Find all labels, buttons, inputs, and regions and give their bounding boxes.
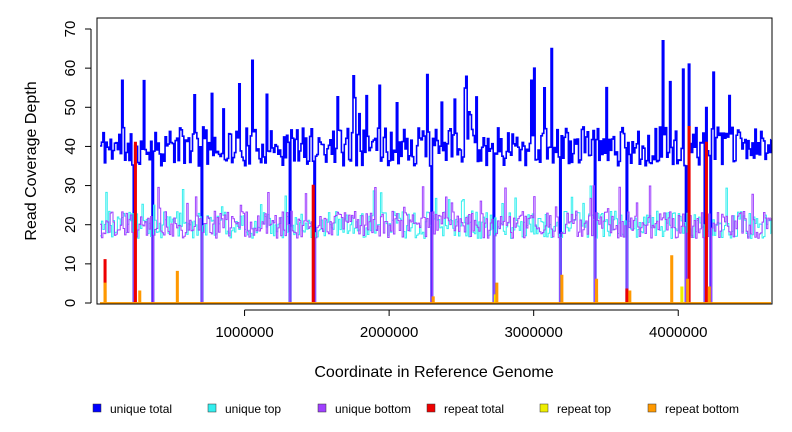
legend-swatch [539, 403, 549, 413]
y-axis-title: Read Coverage Depth [23, 81, 40, 240]
x-tick-label: 3000000 [504, 324, 562, 341]
x-tick-label: 2000000 [360, 324, 418, 341]
series-line-unique-bottom [100, 185, 772, 304]
legend-item-unique-total: unique total [92, 402, 172, 416]
legend-swatch [426, 403, 436, 413]
legend-item-unique-top: unique top [207, 402, 281, 416]
legend-label: unique top [225, 402, 281, 416]
legend-swatch [317, 403, 327, 413]
legend-item-repeat-top: repeat top [539, 402, 611, 416]
y-tick-label: 30 [62, 177, 79, 194]
y-tick-label: 60 [62, 60, 79, 77]
legend-item-repeat-bottom: repeat bottom [647, 402, 739, 416]
y-tick-label: 70 [62, 21, 79, 38]
legend-label: unique bottom [335, 402, 411, 416]
series-line-unique-total [100, 39, 772, 304]
legend-swatch [207, 403, 217, 413]
y-tick-label: 50 [62, 99, 79, 116]
x-axis-title: Coordinate in Reference Genome [314, 364, 553, 381]
legend-label: repeat total [444, 402, 504, 416]
legend-swatch [92, 403, 102, 413]
y-tick-label: 0 [62, 299, 79, 307]
legend-label: unique total [110, 402, 172, 416]
series-line-repeat-bottom [100, 255, 771, 304]
legend-swatch [647, 403, 657, 413]
plot-area [100, 39, 772, 304]
x-axis: 1000000 2000000 3000000 4000000 [215, 309, 707, 341]
legend-label: repeat top [557, 402, 611, 416]
y-tick-label: 40 [62, 138, 79, 155]
x-tick-label: 4000000 [649, 324, 707, 341]
legend-label: repeat bottom [665, 402, 739, 416]
legend: unique total unique top unique bottom repea… [92, 402, 739, 416]
series-line-unique-top [100, 185, 772, 304]
plot-frame [96, 17, 773, 305]
y-axis: 0 10 20 30 40 50 60 70 [62, 21, 92, 307]
legend-item-repeat-total: repeat total [426, 402, 504, 416]
y-tick-label: 10 [62, 256, 79, 273]
legend-item-unique-bottom: unique bottom [317, 402, 411, 416]
x-tick-label: 1000000 [215, 324, 273, 341]
y-tick-label: 20 [62, 216, 79, 233]
